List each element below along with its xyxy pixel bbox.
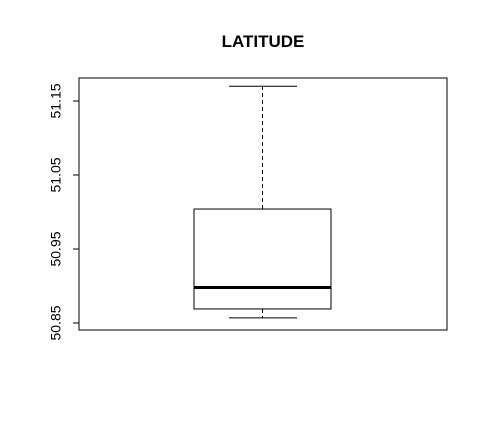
y-tick-label: 51.05 [48,157,64,192]
y-axis: 50.85 50.95 51.05 51.15 [48,83,79,340]
y-tick-label: 51.15 [48,83,64,118]
y-tick-label: 50.85 [48,305,64,340]
y-tick-label: 50.95 [48,231,64,266]
chart-title: LATITUDE [222,32,305,51]
iqr-box [194,209,331,309]
box-plot [194,86,331,318]
